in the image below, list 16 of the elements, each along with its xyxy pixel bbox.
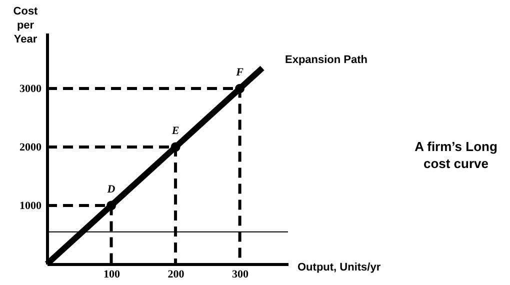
point	[106, 200, 116, 210]
text: A firm’s Long cost curve	[414, 138, 498, 172]
annotation: F	[235, 66, 244, 79]
annotation: Expansion Path	[285, 53, 368, 68]
x-tick-label: 300	[232, 268, 250, 280]
x-tick-label: 200	[168, 268, 185, 280]
point	[170, 142, 180, 152]
y-tick-label: 1000	[20, 200, 42, 212]
y-tick-label: 2000	[20, 142, 42, 154]
point	[235, 84, 245, 94]
y-axis-title: Cost per Year	[13, 6, 38, 46]
annotation: E	[170, 125, 180, 138]
x-axis-title: Output, Units/yr	[298, 262, 382, 274]
y-tick-label: 3000	[20, 83, 42, 96]
annotation: D	[106, 184, 116, 196]
x-tick-label: 100	[104, 268, 121, 280]
